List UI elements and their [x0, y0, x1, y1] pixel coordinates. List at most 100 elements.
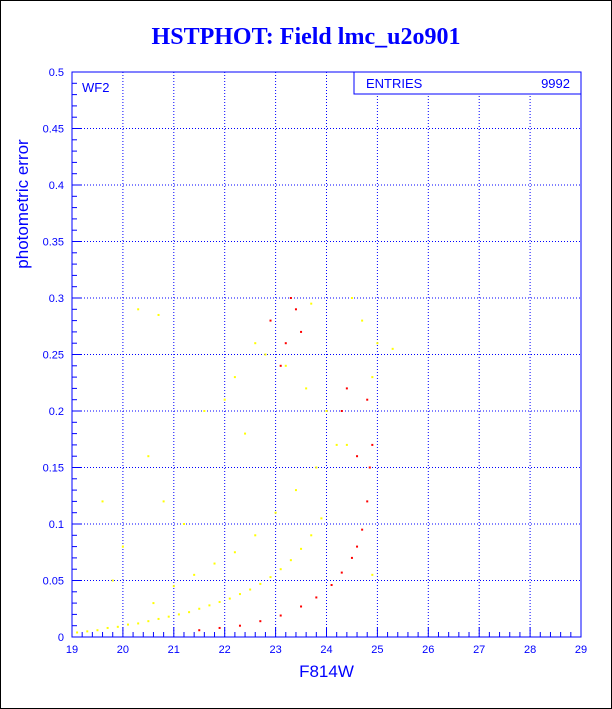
data-point	[259, 620, 262, 623]
data-point	[208, 604, 211, 607]
data-point	[310, 534, 313, 537]
data-point	[350, 297, 353, 299]
data-point	[356, 455, 359, 458]
data-point	[320, 517, 323, 520]
data-point	[294, 308, 297, 311]
y-tick-label: 0.5	[49, 67, 64, 79]
data-point	[203, 410, 206, 412]
y-tick-label: 0.15	[43, 463, 64, 475]
data-point	[233, 376, 236, 379]
data-point	[269, 319, 272, 322]
grid	[72, 72, 581, 637]
data-point	[182, 523, 185, 525]
data-point	[86, 630, 89, 633]
data-point	[330, 584, 333, 587]
x-tick-label: 22	[219, 644, 231, 656]
data-point	[294, 489, 297, 492]
data-point	[300, 547, 303, 550]
y-tick-label: 0.45	[43, 124, 64, 136]
data-point	[300, 330, 303, 333]
data-point	[391, 347, 394, 350]
data-point	[106, 626, 109, 629]
tick-marks	[71, 71, 582, 638]
chart-title: HSTPHOT: Field lmc_u2o901	[151, 24, 461, 50]
y-tick-label: 0.25	[43, 350, 64, 362]
data-point	[157, 617, 160, 620]
x-tick-label: 21	[168, 644, 180, 656]
stats-entries-value: 9992	[541, 76, 570, 91]
x-tick-label: 28	[524, 644, 536, 656]
x-tick-label: 29	[575, 644, 587, 656]
data-point	[335, 443, 338, 446]
data-point	[254, 342, 257, 345]
data-point	[345, 443, 348, 446]
stats-box	[353, 71, 582, 95]
data-point	[371, 376, 374, 379]
data-point	[289, 297, 292, 299]
data-point	[238, 624, 241, 627]
data-point	[269, 576, 272, 579]
data-point	[340, 571, 343, 574]
x-axis-title: F814W	[299, 662, 354, 681]
data-point	[366, 398, 369, 401]
data-point	[172, 585, 175, 588]
data-point	[76, 631, 79, 634]
data-point	[218, 600, 221, 603]
data-point	[121, 545, 124, 548]
y-tick-label: 0.35	[43, 237, 64, 249]
y-tick-label: 0.4	[49, 180, 64, 192]
data-point	[233, 551, 236, 554]
data-point	[228, 597, 231, 600]
data-point	[371, 443, 374, 446]
data-point	[259, 582, 262, 585]
data-point	[218, 626, 221, 629]
y-tick-label: 0.1	[49, 519, 64, 531]
data-point	[147, 620, 150, 623]
data-point	[310, 302, 313, 305]
x-tick-label: 24	[320, 644, 332, 656]
data-point	[315, 596, 318, 599]
data-point	[361, 528, 364, 531]
data-point	[279, 364, 282, 367]
data-point	[366, 500, 369, 503]
x-tick-label: 19	[66, 644, 78, 656]
data-point	[279, 568, 282, 571]
data-point	[111, 579, 114, 582]
y-tick-label: 0.05	[43, 576, 64, 588]
data-point	[193, 573, 196, 576]
x-tick-label: 26	[422, 644, 434, 656]
data-point	[188, 611, 191, 614]
data-point	[340, 410, 343, 412]
data-point	[361, 319, 364, 322]
data-point	[376, 342, 379, 345]
data-point	[213, 562, 216, 565]
data-point	[152, 602, 155, 605]
data-point	[162, 500, 165, 503]
y-tick-label: 0.3	[49, 293, 64, 305]
data-point	[368, 466, 371, 469]
data-point	[315, 466, 318, 469]
x-tick-labels: 19 20 21 22 23 24 25 26 27 28 29	[66, 644, 587, 656]
data-point	[325, 410, 328, 412]
data-point	[198, 629, 201, 632]
x-tick-label: 23	[269, 644, 281, 656]
y-tick-label: 0	[58, 632, 64, 644]
data-point	[300, 605, 303, 608]
data-point	[137, 622, 140, 625]
data-point	[116, 625, 119, 628]
data-point	[305, 387, 308, 390]
data-point	[147, 455, 150, 458]
data-point	[244, 432, 247, 435]
data-point	[254, 534, 257, 537]
data-point	[289, 559, 292, 562]
y-axis-title: photometric error	[13, 139, 32, 269]
data-point	[177, 613, 180, 616]
data-point	[264, 353, 267, 356]
x-tick-label: 20	[117, 644, 129, 656]
x-tick-label: 25	[371, 644, 383, 656]
data-point	[356, 545, 359, 548]
data-point	[249, 588, 252, 591]
data-point	[284, 342, 287, 345]
data-point	[274, 511, 277, 514]
